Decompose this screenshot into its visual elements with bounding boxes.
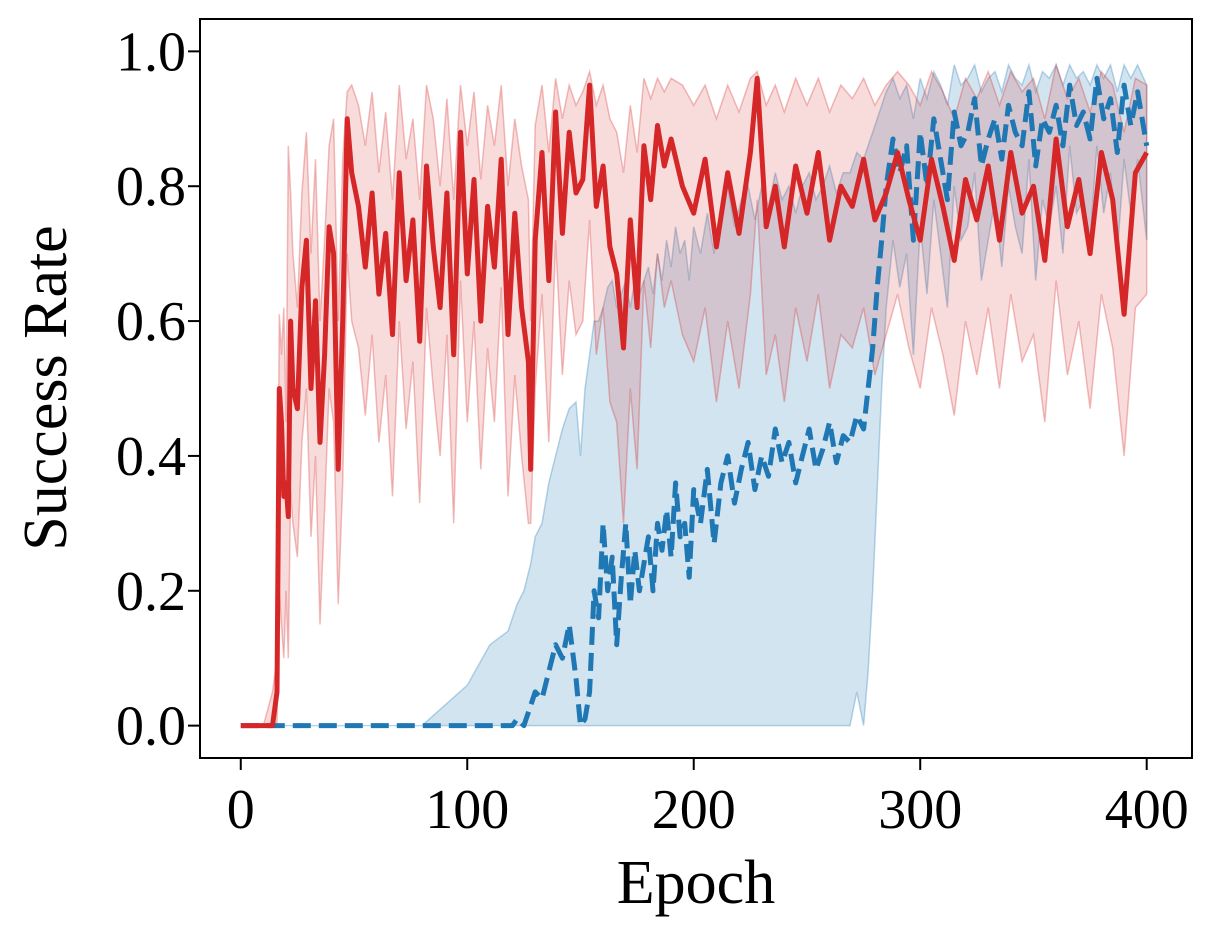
series-1-line: [240, 75, 1149, 729]
y-axis-label: Success Rate: [12, 225, 80, 550]
x-tick-label: 100: [425, 779, 509, 841]
y-tick-label: 0.6: [116, 291, 186, 353]
x-tick-label: 400: [1105, 779, 1189, 841]
y-tick-label: 0.2: [116, 561, 186, 623]
series-2-band: [240, 62, 1148, 727]
x-tick-label: 300: [878, 779, 962, 841]
x-tick-label: 200: [652, 779, 736, 841]
x-axis-label: Epoch: [617, 849, 775, 917]
x-tick-label: 0: [227, 779, 255, 841]
plot-frame: [199, 18, 1193, 759]
y-tick-label: 0.4: [116, 426, 186, 488]
plot-area: [240, 62, 1150, 729]
y-tick-label: 0.8: [116, 156, 186, 218]
y-tick-label: 1.0: [116, 21, 186, 83]
y-tick-label: 0.0: [116, 696, 186, 758]
axes: 0 100 200 300 400 0.0 0.2 0.4 0.6 0.8 1.0: [116, 21, 1189, 841]
series-2-line: [240, 75, 1150, 729]
